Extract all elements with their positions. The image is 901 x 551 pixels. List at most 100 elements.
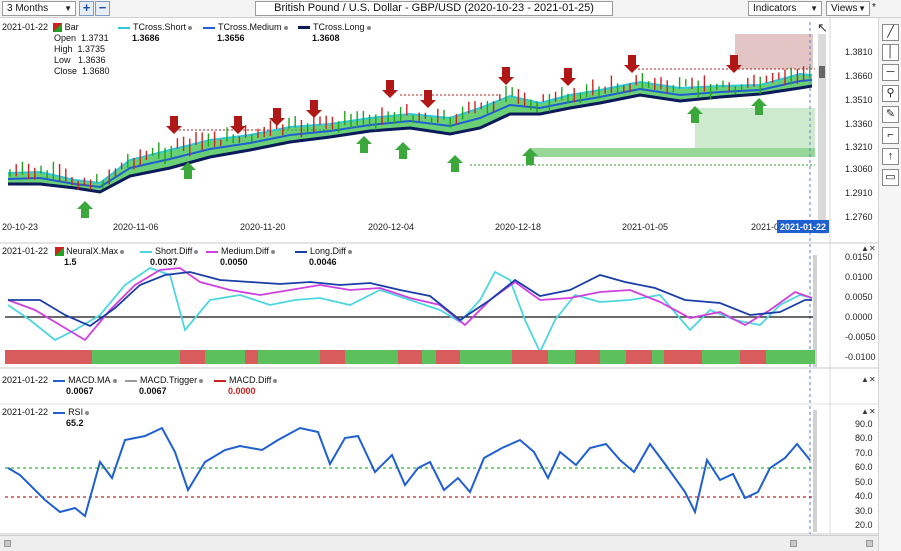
long-diff-line [8, 271, 812, 328]
scroll-left-handle[interactable] [4, 540, 11, 547]
open-label: Open [54, 33, 77, 43]
brush-icon[interactable]: ✎ [882, 106, 899, 123]
tcross-short-legend: TCross.Short 1.3686 [118, 22, 193, 44]
sell-arrow [420, 90, 436, 108]
macd-panel-bg [0, 372, 878, 404]
close-panel-icon[interactable]: ✕ [869, 244, 876, 253]
signal-segment [600, 350, 626, 364]
signal-segment [512, 350, 548, 364]
comment-icon[interactable]: ▭ [882, 169, 899, 186]
signal-segment [740, 350, 766, 364]
y-tick-label: 0.0100 [845, 272, 873, 282]
neural-y-axis: 0.0150 0.0100 0.0050 0.0000 -0.0050 -0.0… [845, 252, 876, 362]
close-panel-icon[interactable]: ✕ [869, 407, 876, 416]
sell-arrow [624, 55, 640, 73]
scroll-right-handle[interactable] [790, 540, 797, 547]
y-tick-label: 40.0 [855, 491, 873, 501]
x-tick-label: 2020-12-18 [495, 222, 541, 232]
neuralx-value: 1.5 [64, 257, 77, 267]
neuralx-icon [54, 247, 64, 257]
y-tick-label: 50.0 [855, 477, 873, 487]
scroll-end-handle[interactable] [866, 540, 873, 547]
y-tick-label: 30.0 [855, 506, 873, 516]
macd-ma-label: MACD.MA [68, 375, 111, 385]
zoom-in-button[interactable]: + [79, 1, 94, 16]
zoom-out-button[interactable]: − [95, 1, 110, 16]
rsi-panel-bg [0, 404, 878, 535]
rsi-scrollbar-track [813, 410, 817, 532]
signal-segment [180, 350, 205, 364]
views-star: * [872, 2, 876, 13]
price-scrollbar-thumb [819, 66, 825, 78]
close-label: Close [54, 66, 78, 76]
high-label: High [54, 44, 73, 54]
horizontal-line-icon[interactable]: ─ [882, 64, 899, 81]
support-zone-strip [530, 148, 815, 157]
price-bars [9, 66, 811, 190]
sell-arrow [230, 116, 246, 134]
cursor-date-label: 2021-01-22 [780, 222, 826, 232]
y-tick-label: 0.0000 [845, 312, 873, 322]
macd-legend: 2021-01-22 MACD.MA 0.0067 [2, 375, 117, 397]
collapse-panel-icon[interactable]: ▲ [861, 407, 869, 416]
buy-arrow [356, 136, 372, 153]
signal-segment [548, 350, 575, 364]
period-select[interactable]: 3 Months ▼ [2, 1, 76, 16]
medium-diff-legend: Medium.Diff 0.0050 [206, 246, 275, 268]
macd-trigger-legend: MACD.Trigger 0.0067 [125, 375, 204, 397]
macd-trigger-value: 0.0067 [139, 386, 167, 396]
tcross-long-line [8, 84, 813, 194]
time-scrollbar[interactable] [0, 535, 878, 551]
x-tick-label: 2021-0 [751, 222, 779, 232]
high-value: 1.3735 [77, 44, 106, 54]
price-y-axis: 1.3810 1.3660 1.3510 1.3360 1.3210 1.306… [845, 47, 873, 222]
close-panel-icon[interactable]: ✕ [869, 375, 876, 384]
fibonacci-icon[interactable]: ⚲ [882, 85, 899, 102]
sell-arrow [382, 80, 398, 98]
price-scrollbar-track [818, 34, 826, 234]
y-tick-label: 90.0 [855, 419, 873, 429]
line-tool-icon[interactable]: ╱ [882, 24, 899, 41]
y-tick-label: 20.0 [855, 520, 873, 530]
long-diff-value: 0.0046 [309, 257, 337, 267]
low-label: Low [54, 55, 71, 65]
rsi-line [7, 426, 811, 518]
vertical-line-icon[interactable]: │ [882, 44, 899, 61]
y-tick-label: 1.2910 [845, 188, 873, 198]
collapse-panel-icon[interactable]: ▲ [861, 375, 869, 384]
price-date: 2021-01-22 [2, 22, 49, 32]
bar-type-icon [53, 23, 63, 33]
text-icon[interactable]: ↑ [882, 148, 899, 165]
price-legend: 2021-01-22 Bar Open 1.3731 High 1.3735 L… [2, 22, 110, 77]
sell-arrow [560, 68, 576, 86]
y-tick-label: 1.3060 [845, 164, 873, 174]
macd-diff-value: 0.0000 [228, 386, 256, 396]
y-tick-label: 1.3810 [845, 47, 873, 57]
macd-ma-value: 0.0067 [66, 386, 94, 396]
neural-legend: 2021-01-22 NeuralX.Max 1.5 [2, 246, 125, 268]
step-icon[interactable]: ⌐ [882, 127, 899, 144]
cursor-date-badge [777, 220, 829, 233]
y-tick-label: 0.0050 [845, 292, 873, 302]
chart-canvas[interactable]: 20-10-23 2020-11-06 2020-11-20 2020-12-0… [0, 0, 878, 535]
indicators-button[interactable]: Indicators ▼ [748, 1, 822, 16]
signal-segment [422, 350, 436, 364]
chevron-down-icon: ▼ [810, 4, 818, 13]
tcross-medium-line [7, 79, 813, 189]
cursor-pointer-icon: ↖ [817, 20, 828, 35]
price-x-axis: 20-10-23 2020-11-06 2020-11-20 2020-12-0… [2, 222, 779, 232]
sell-arrow [166, 116, 182, 134]
signal-segment [398, 350, 422, 364]
low-value: 1.3636 [78, 55, 106, 65]
buy-arrow [77, 201, 93, 218]
period-select-value: 3 Months [7, 3, 49, 14]
collapse-panel-icon[interactable]: ▲ [861, 244, 869, 253]
chevron-down-icon: ▼ [858, 4, 866, 13]
y-tick-label: 1.3660 [845, 71, 873, 81]
tcross-short-line [7, 72, 813, 185]
signal-segment [205, 350, 245, 364]
views-button[interactable]: Views ▼ [826, 1, 870, 16]
long-diff-legend: Long.Diff 0.0046 [295, 246, 352, 268]
y-tick-label: -0.0100 [845, 352, 876, 362]
sell-arrow [726, 55, 742, 73]
